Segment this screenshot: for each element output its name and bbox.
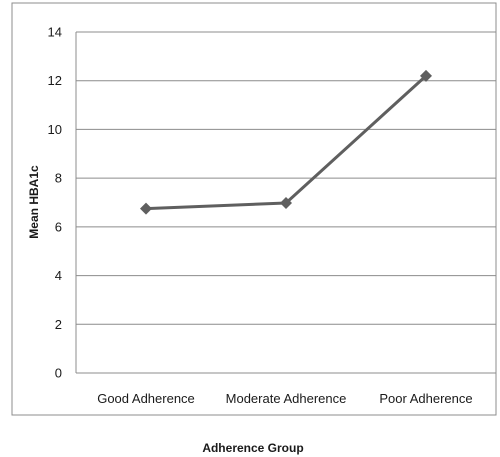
x-tick-label: Poor Adherence xyxy=(379,391,472,406)
gridlines xyxy=(76,31,496,325)
x-tick-label: Moderate Adherence xyxy=(226,391,347,406)
data-point-marker xyxy=(140,202,152,215)
x-tick-labels: Good Adherence Moderate Adherence Poor Adh… xyxy=(97,391,472,406)
y-tick-label: 6 xyxy=(55,219,62,234)
x-axis-title: Adherence Group xyxy=(202,441,303,455)
y-tick-labels: 0 2 4 6 8 10 12 14 xyxy=(48,25,62,381)
y-tick-label: 4 xyxy=(55,268,62,283)
data-point-marker xyxy=(420,69,432,82)
y-tick-label: 8 xyxy=(55,171,62,186)
y-tick-label: 2 xyxy=(55,317,62,332)
x-tick-label: Good Adherence xyxy=(97,391,195,406)
y-tick-label: 12 xyxy=(48,73,62,88)
series xyxy=(140,69,432,215)
chart-area-border xyxy=(11,2,497,416)
y-axis-title: Mean HBA1c xyxy=(27,165,41,239)
data-point-marker xyxy=(280,196,292,209)
y-tick-label: 14 xyxy=(48,25,62,40)
y-tick-label: 0 xyxy=(55,366,62,381)
y-tick-label: 10 xyxy=(48,122,62,137)
